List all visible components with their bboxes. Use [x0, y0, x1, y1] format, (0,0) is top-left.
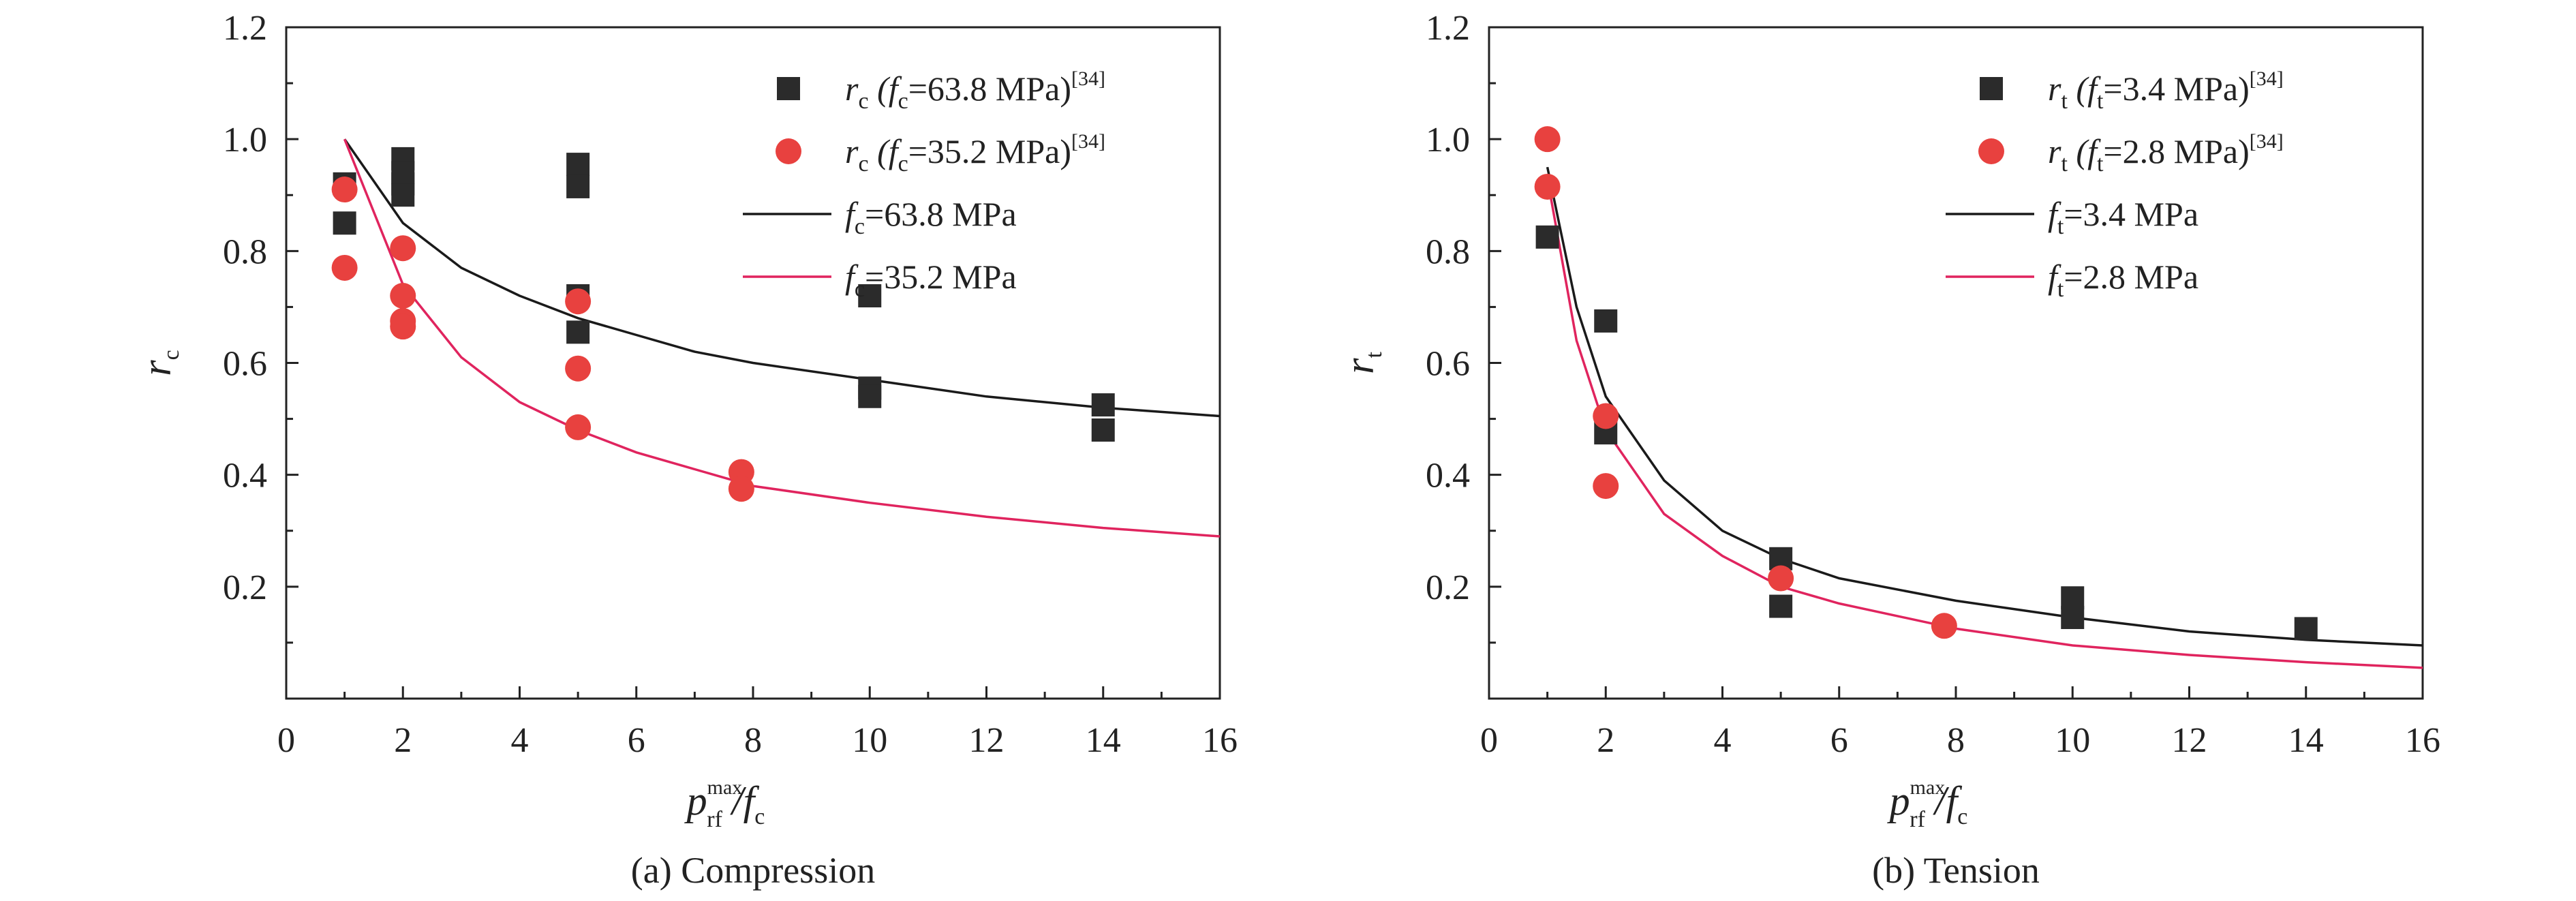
y-tick-label: 0.6 — [223, 345, 267, 384]
x-tick-label: 12 — [969, 721, 1005, 760]
data-point-square — [1091, 418, 1115, 442]
chart-panel-tension: 0 2 4 6 8 10 12 14 16 0.2 0.4 0.6 0.8 1.0 1.2 rt (ft=3.… — [1337, 9, 2440, 891]
data-point-square — [2061, 586, 2085, 610]
y-tick-label: 1.2 — [1426, 9, 1470, 48]
x-tick-label: 0 — [1480, 721, 1498, 760]
data-point-circle — [390, 283, 416, 309]
data-point-circle — [1931, 613, 1957, 639]
data-point-circle — [390, 314, 416, 340]
data-point-square — [333, 211, 356, 235]
y-tick-label: 1.2 — [223, 9, 267, 48]
x-tick-label: 14 — [2288, 721, 2324, 760]
y-tick-label: 1.0 — [1426, 121, 1470, 159]
legend-square-swatch — [777, 77, 800, 100]
y-axis-label: rc — [134, 350, 184, 376]
series-line — [343, 138, 1221, 418]
data-point-circle — [1534, 126, 1561, 153]
panel-caption: (b) Tension — [1872, 850, 2040, 891]
data-point-square — [1594, 309, 1618, 333]
legend-square-swatch — [1980, 77, 2003, 100]
x-axis-label: pmax rf/fc — [684, 776, 765, 832]
data-point-circle — [390, 235, 416, 262]
x-tick-label: 4 — [511, 721, 529, 760]
legend-circle-swatch — [1978, 138, 2004, 164]
legend-label: rc (fc=63.8 MPa)[34] — [845, 67, 1105, 114]
legend-circle-swatch — [776, 138, 801, 164]
data-point-square — [858, 284, 882, 307]
data-point-circle — [565, 288, 592, 315]
data-point-square — [566, 320, 590, 344]
x-tick-label: 8 — [744, 721, 762, 760]
legend-label: fc=35.2 MPa — [845, 258, 1017, 302]
data-point-square — [391, 183, 415, 207]
y-tick-label: 0.2 — [1426, 568, 1470, 607]
legend-label: ft=3.4 MPa — [2048, 195, 2198, 239]
x-tick-label: 16 — [1202, 721, 1238, 760]
data-point-circle — [1593, 403, 1619, 429]
x-tick-label: 12 — [2172, 721, 2207, 760]
data-point-circle — [331, 254, 358, 281]
x-tick-label: 2 — [1597, 721, 1614, 760]
x-tick-label: 2 — [394, 721, 412, 760]
y-tick-label: 0.8 — [223, 232, 267, 271]
legend-label: rt (ft=3.4 MPa)[34] — [2048, 67, 2284, 114]
x-tick-label: 4 — [1714, 721, 1732, 760]
data-point-circle — [728, 476, 754, 502]
data-point-circle — [1534, 173, 1561, 200]
data-point-square — [1769, 594, 1793, 618]
series-line — [343, 138, 1221, 538]
data-point-square — [2061, 605, 2085, 629]
x-tick-label: 0 — [277, 721, 295, 760]
chart-panel-compression: 0 2 4 6 8 10 12 14 16 0.2 0.4 0.6 0.8 1.0 1.2 rc (fc=63… — [134, 9, 1238, 891]
y-tick-label: 0.6 — [1426, 345, 1470, 384]
y-tick-label: 1.0 — [223, 121, 267, 159]
series-line — [1546, 166, 2423, 647]
data-point-circle — [1593, 473, 1619, 500]
data-point-circle — [1768, 565, 1794, 592]
y-tick-label: 0.4 — [1426, 457, 1470, 495]
data-point-square — [566, 174, 590, 198]
plot-frame — [1488, 26, 2424, 700]
x-tick-label: 14 — [1086, 721, 1121, 760]
legend-label: fc=63.8 MPa — [845, 195, 1017, 239]
y-tick-label: 0.4 — [223, 457, 267, 495]
data-point-square — [566, 153, 590, 177]
y-tick-label: 0.8 — [1426, 232, 1470, 271]
y-tick-label: 0.2 — [223, 568, 267, 607]
data-point-circle — [565, 414, 592, 440]
x-tick-label: 10 — [2055, 721, 2090, 760]
x-axis-label: pmax rf/fc — [1887, 776, 1968, 832]
data-point-circle — [331, 177, 358, 203]
x-tick-label: 10 — [852, 721, 887, 760]
data-point-square — [858, 384, 882, 408]
data-point-square — [2294, 617, 2318, 641]
legend-label: rc (fc=35.2 MPa)[34] — [845, 130, 1105, 177]
data-point-square — [1535, 225, 1559, 249]
x-tick-label: 8 — [1947, 721, 1965, 760]
data-point-circle — [565, 355, 592, 382]
legend-label: ft=2.8 MPa — [2048, 258, 2198, 302]
x-tick-label: 6 — [1830, 721, 1848, 760]
series-line — [1546, 178, 2423, 669]
data-point-square — [1091, 393, 1115, 417]
legend-label: rt (ft=2.8 MPa)[34] — [2048, 130, 2284, 177]
x-tick-label: 6 — [628, 721, 645, 760]
y-axis-label: rt — [1337, 352, 1387, 374]
panel-caption: (a) Compression — [631, 850, 875, 891]
x-tick-label: 16 — [2405, 721, 2440, 760]
